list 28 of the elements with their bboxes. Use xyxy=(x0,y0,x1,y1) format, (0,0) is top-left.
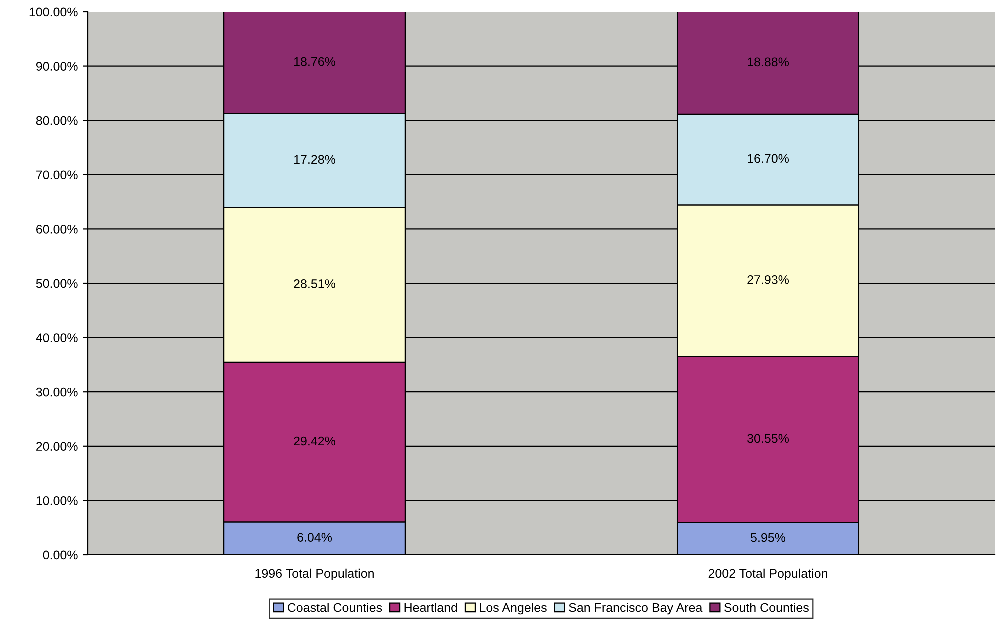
data-label: 16.70% xyxy=(748,154,790,164)
x-tick-label: 2002 Total Population xyxy=(708,568,828,581)
y-tick-label: 60.00% xyxy=(36,225,78,234)
data-label: 17.28% xyxy=(294,155,336,164)
legend-label: Coastal Counties xyxy=(288,603,382,612)
legend-label: Los Angeles xyxy=(480,603,547,615)
data-label: 28.51% xyxy=(294,280,336,288)
x-tick-label: 1996 Total Population xyxy=(256,568,374,581)
y-tick-label: 0.00% xyxy=(43,550,78,560)
y-tick-label: 10.00% xyxy=(36,496,78,506)
data-label: 29.42% xyxy=(294,436,336,446)
y-tick-label: 90.00% xyxy=(36,62,78,71)
data-label: 18.88% xyxy=(748,58,790,67)
data-label: 5.95% xyxy=(751,533,786,542)
y-tick-label: 70.00% xyxy=(36,170,78,180)
y-tick-label: 50.00% xyxy=(36,279,78,288)
y-tick-label: 40.00% xyxy=(36,334,78,342)
legend-label: Heartland xyxy=(404,603,458,612)
y-tick-label: 80.00% xyxy=(36,116,78,126)
data-label: 30.55% xyxy=(748,434,790,444)
data-label: 6.04% xyxy=(298,533,332,542)
data-label: 27.93% xyxy=(748,275,790,284)
data-label: 18.76% xyxy=(294,57,336,66)
legend-label: South Counties xyxy=(724,603,809,612)
y-tick-label: 20.00% xyxy=(36,442,78,452)
y-tick-label: 100.00% xyxy=(30,8,78,17)
y-tick-label: 30.00% xyxy=(36,388,78,397)
legend-label: San Francisco Bay Area xyxy=(569,603,703,615)
